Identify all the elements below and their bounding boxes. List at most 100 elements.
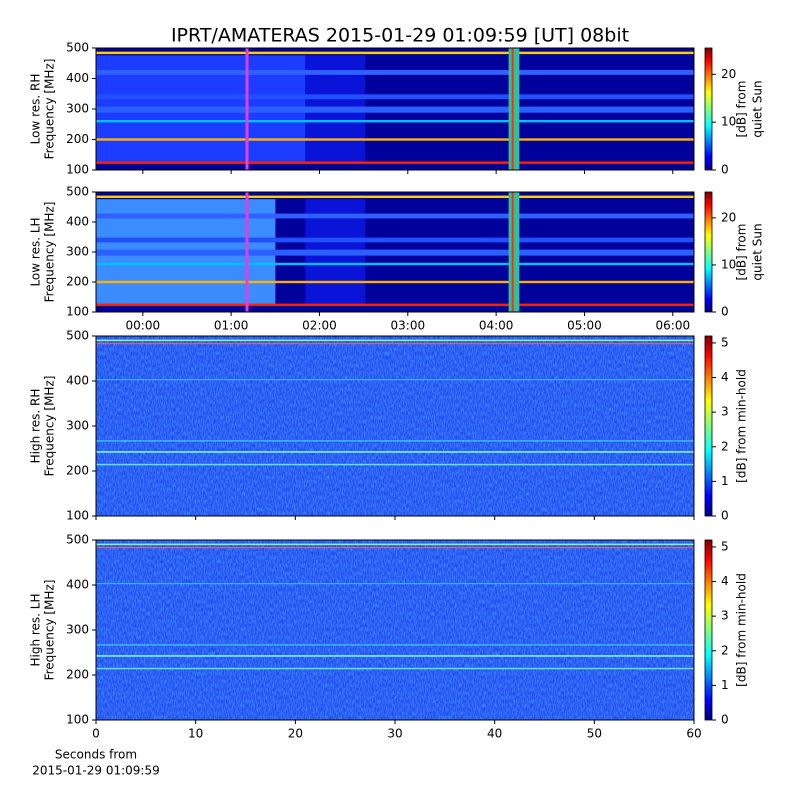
spectrogram-band bbox=[96, 138, 694, 141]
spectrogram-burst bbox=[511, 192, 514, 312]
y-axis-label: High res. LH bbox=[29, 593, 43, 666]
colorbar-tick-label: 0 bbox=[721, 163, 729, 177]
x-tick-label: 0 bbox=[92, 727, 100, 741]
spectrogram-burst bbox=[508, 48, 520, 170]
x-tick-label: 03:00 bbox=[391, 319, 426, 333]
chart-title: IPRT/AMATERAS 2015-01-29 01:09:59 [UT] 0… bbox=[171, 25, 629, 47]
colorbar bbox=[704, 335, 713, 517]
spectrogram-band bbox=[96, 667, 694, 670]
y-tick-label: 500 bbox=[66, 329, 89, 343]
x-tick-label: 06:00 bbox=[656, 319, 691, 333]
y-tick-label: 400 bbox=[66, 578, 89, 592]
y-tick-label: 200 bbox=[66, 275, 89, 289]
spectrogram-band bbox=[96, 547, 694, 549]
spectrogram-band bbox=[96, 644, 694, 646]
colorbar bbox=[704, 539, 713, 721]
y-tick-label: 100 bbox=[66, 163, 89, 177]
x-axis-label: Seconds from bbox=[55, 748, 137, 762]
x-tick-label: 40 bbox=[487, 727, 502, 741]
colorbar-tick-label: 0 bbox=[721, 509, 729, 523]
y-tick-label: 200 bbox=[66, 668, 89, 682]
x-tick-label: 00:00 bbox=[126, 319, 161, 333]
y-tick-label: 300 bbox=[66, 623, 89, 637]
spectrogram-burst bbox=[508, 192, 520, 312]
spectrogram-band bbox=[96, 280, 694, 284]
colorbar-tick-label: 1 bbox=[721, 678, 729, 692]
y-tick-label: 500 bbox=[66, 533, 89, 547]
y-tick-label: 500 bbox=[66, 185, 89, 199]
y-tick-label: 500 bbox=[66, 41, 89, 55]
spectrogram-band bbox=[96, 543, 694, 546]
colorbar-tick-label: 10 bbox=[721, 115, 736, 129]
y-axis-label: Frequency [MHz] bbox=[43, 202, 57, 303]
colorbar-tick-label: 4 bbox=[721, 574, 729, 588]
colorbar-tick-label: 0 bbox=[721, 305, 729, 319]
spectrogram-noise bbox=[96, 540, 694, 720]
x-tick-label: 50 bbox=[587, 727, 602, 741]
spectrogram-band bbox=[96, 106, 694, 113]
y-tick-label: 100 bbox=[66, 509, 89, 523]
spectrogram-band bbox=[96, 339, 694, 342]
colorbar-tick-label: 4 bbox=[721, 370, 729, 384]
x-tick-label: 60 bbox=[686, 727, 701, 741]
y-tick-label: 100 bbox=[66, 305, 89, 319]
spectrogram-band bbox=[96, 463, 694, 466]
y-tick-label: 200 bbox=[66, 464, 89, 478]
colorbar bbox=[704, 191, 713, 313]
colorbar-tick-label: 2 bbox=[721, 643, 729, 657]
time-marker bbox=[245, 48, 249, 170]
x-tick-label: 10 bbox=[188, 727, 203, 741]
y-axis-label: Low res. LH bbox=[29, 217, 43, 286]
spectrogram-band bbox=[96, 379, 694, 381]
spectrogram-band bbox=[96, 303, 694, 306]
colorbar-tick-label: 1 bbox=[721, 474, 729, 488]
spectrogram bbox=[96, 48, 694, 170]
y-tick-label: 200 bbox=[66, 132, 89, 146]
spectrogram-band bbox=[96, 440, 694, 442]
y-axis-label: Frequency [MHz] bbox=[43, 580, 57, 681]
time-marker bbox=[245, 192, 249, 312]
colorbar-tick-label: 5 bbox=[721, 539, 729, 553]
spectrogram-band bbox=[96, 161, 694, 164]
spectrogram-band bbox=[96, 249, 694, 256]
colorbar-label: quiet Sun bbox=[751, 223, 765, 280]
x-tick-label: 05:00 bbox=[567, 319, 602, 333]
spectrogram-band bbox=[96, 655, 694, 657]
spectrogram-band bbox=[96, 262, 694, 266]
spectrogram bbox=[96, 540, 694, 720]
colorbar-tick-label: 0 bbox=[721, 713, 729, 727]
y-tick-label: 300 bbox=[66, 419, 89, 433]
colorbar-label: [dB] from min-hold bbox=[735, 573, 749, 687]
spectrogram-band bbox=[96, 343, 694, 345]
spectrogram-band bbox=[96, 51, 694, 55]
colorbar-label: quiet Sun bbox=[751, 80, 765, 137]
colorbar-tick-label: 5 bbox=[721, 335, 729, 349]
y-tick-label: 300 bbox=[66, 245, 89, 259]
colorbar-tick-label: 2 bbox=[721, 439, 729, 453]
y-axis-label: Frequency [MHz] bbox=[43, 59, 57, 160]
y-axis-label: Low res. RH bbox=[29, 74, 43, 145]
spectrogram bbox=[96, 336, 694, 516]
y-axis-label: High res. RH bbox=[29, 389, 43, 464]
spectrogram-band bbox=[96, 69, 694, 75]
x-tick-label: 02:00 bbox=[302, 319, 337, 333]
y-tick-label: 100 bbox=[66, 713, 89, 727]
spectrogram-band bbox=[96, 195, 694, 198]
y-tick-label: 300 bbox=[66, 102, 89, 116]
spectrogram-band bbox=[96, 213, 694, 219]
y-tick-label: 400 bbox=[66, 71, 89, 85]
colorbar-tick-label: 10 bbox=[721, 257, 736, 271]
colorbar-tick-label: 3 bbox=[721, 609, 729, 623]
spectrogram-band bbox=[96, 451, 694, 453]
spectrogram-noise bbox=[96, 336, 694, 516]
x-axis-label: 2015-01-29 01:09:59 bbox=[32, 764, 159, 778]
spectrogram-band bbox=[96, 583, 694, 585]
colorbar-tick-label: 20 bbox=[721, 67, 736, 81]
spectrogram bbox=[96, 192, 694, 312]
spectrogram-band bbox=[96, 94, 694, 100]
colorbar-label: [dB] from min-hold bbox=[735, 369, 749, 483]
y-tick-label: 400 bbox=[66, 215, 89, 229]
x-tick-label: 20 bbox=[288, 727, 303, 741]
x-tick-label: 30 bbox=[387, 727, 402, 741]
